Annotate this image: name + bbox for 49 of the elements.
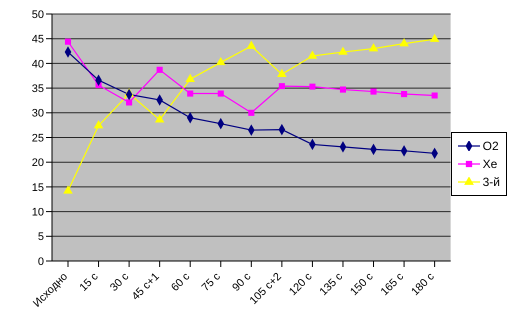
y-tick-label: 45: [32, 34, 44, 46]
x-tick-label: 150 с: [348, 270, 376, 298]
y-tick-label: 0: [38, 256, 44, 268]
point: [94, 120, 103, 128]
point: [401, 90, 408, 98]
y-tick-label: 35: [32, 83, 44, 96]
x-tick-label: 180 с: [409, 270, 438, 298]
point: [308, 51, 317, 59]
y-tick-label: 20: [32, 157, 44, 170]
x-tick-label: 75 с: [200, 270, 224, 294]
y-tick-label: 25: [32, 132, 44, 144]
y-tick-label: 40: [32, 58, 44, 70]
legend-label: 3-й: [482, 174, 500, 190]
point: [156, 66, 163, 73]
x-tick-label: 120 с: [287, 270, 315, 298]
point: [155, 114, 164, 122]
x-tick-label: 15 с: [77, 270, 102, 294]
y-tick-label: 30: [32, 108, 44, 120]
point: [64, 186, 72, 194]
point: [246, 41, 256, 49]
point: [309, 84, 316, 90]
y-tick-label: 50: [32, 8, 44, 21]
point: [218, 90, 224, 97]
x-tick-label: 165 с: [378, 270, 407, 298]
point: [340, 86, 346, 93]
x-tick-label: 30 с: [108, 270, 132, 294]
y-tick-label: 15: [32, 182, 44, 194]
x-tick-label: 90 с: [230, 270, 254, 294]
point: [432, 92, 438, 99]
y-tick-label: 10: [32, 206, 44, 219]
point: [187, 90, 194, 97]
point: [277, 69, 286, 78]
point: [186, 74, 195, 82]
x-tick-label: 135 с: [318, 270, 346, 298]
y-tick-label: 5: [38, 231, 44, 244]
point: [400, 38, 408, 46]
point: [248, 110, 254, 116]
x-tick-label: 60 с: [169, 270, 193, 294]
point: [64, 38, 72, 45]
x-tick-label: 45 с+1: [130, 270, 162, 303]
legend-label: Xe: [482, 156, 498, 172]
point: [216, 57, 226, 66]
point: [369, 44, 378, 52]
point: [126, 99, 132, 106]
legend-label: O2: [482, 138, 499, 154]
point: [278, 83, 285, 90]
point: [430, 34, 439, 42]
point: [370, 88, 377, 95]
point: [338, 47, 348, 55]
